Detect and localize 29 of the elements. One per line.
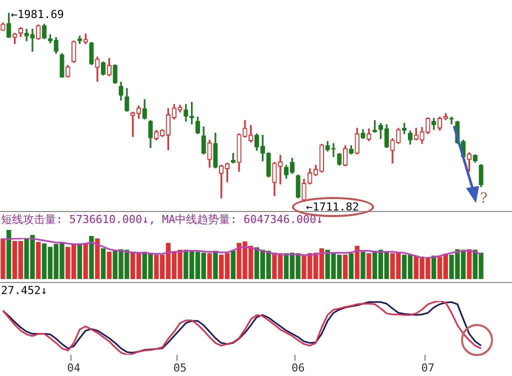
bar — [6, 230, 12, 279]
bar — [230, 250, 236, 279]
bar — [354, 246, 360, 279]
annotation: ? — [480, 190, 488, 207]
candlestick — [30, 28, 35, 52]
bar — [213, 250, 218, 279]
bar — [360, 252, 366, 279]
bar — [466, 249, 472, 279]
bar — [36, 242, 41, 279]
x-tick-label: 07 — [421, 361, 435, 374]
bar — [95, 238, 100, 279]
annotation: ←1981.69 — [10, 8, 64, 22]
bar — [89, 236, 94, 279]
chart-title: 短线攻击量: 5736610.000↓, MA中线趋势量: 6047346.000↓ — [1, 213, 323, 226]
bar — [100, 248, 106, 279]
annotation: ←1711.82 — [306, 200, 359, 214]
x-tick-label: 04 — [67, 361, 81, 374]
bar — [432, 256, 436, 279]
bar — [366, 253, 372, 279]
bar — [0, 238, 6, 279]
bar — [342, 254, 348, 279]
x-tick-label: 05 — [173, 361, 187, 374]
chart-title: 27.452↓ — [1, 284, 48, 297]
bar — [77, 243, 82, 279]
bar — [83, 242, 88, 279]
x-tick-label: 06 — [291, 361, 305, 374]
bar — [106, 252, 112, 279]
bar — [348, 253, 354, 279]
bar — [207, 253, 212, 279]
